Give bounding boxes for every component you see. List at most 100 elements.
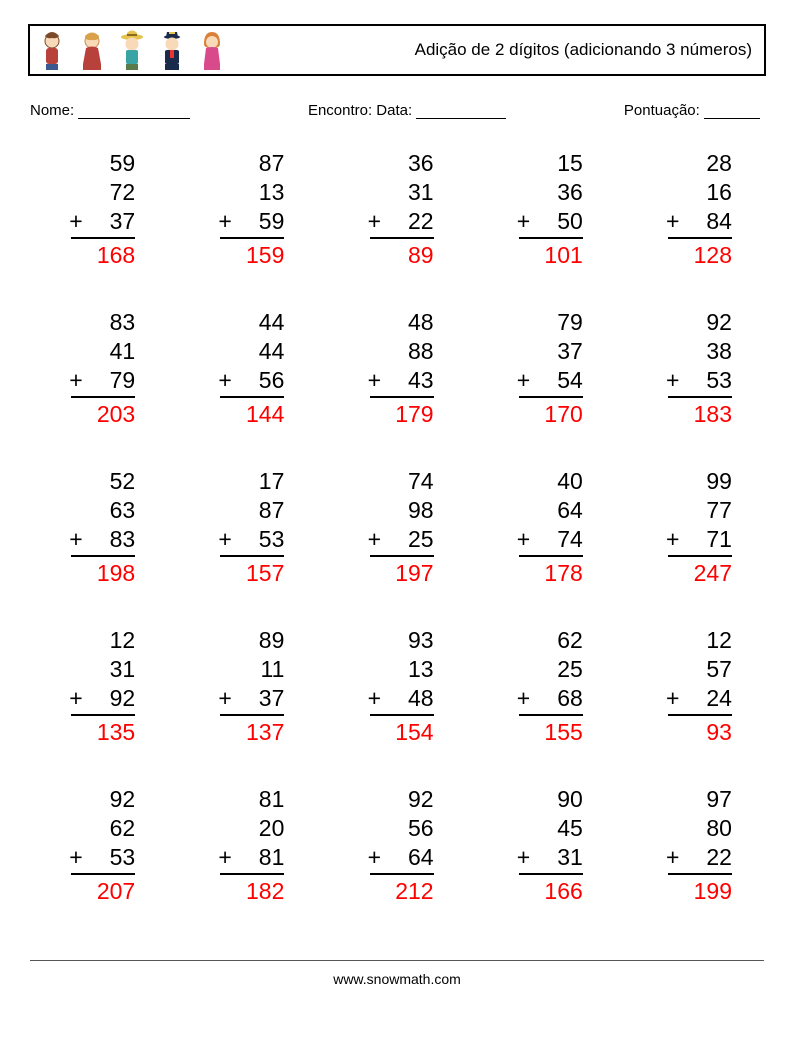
addend-3-line: +53 [668,366,732,399]
problem: 9780+22199 [631,785,760,906]
addend-3-line: +68 [519,684,583,717]
person-2-icon [76,30,108,70]
addend-1: 92 [408,785,434,814]
plus-sign: + [666,843,679,872]
addend-1: 36 [408,149,434,178]
plus-sign: + [368,207,381,236]
problem: 8911+37137 [183,626,312,747]
problem: 1257+2493 [631,626,760,747]
problem: 5263+83198 [34,467,163,588]
addend-3-line: +71 [668,525,732,558]
addend-3-line: +59 [220,207,284,240]
answer: 101 [544,239,582,270]
addend-3-line: +25 [370,525,434,558]
addend-3-line: +24 [668,684,732,717]
problem: 4888+43179 [332,308,461,429]
footer-url: www.snowmath.com [28,971,766,987]
addend-3-line: +37 [220,684,284,717]
answer: 212 [395,875,433,906]
problem: 8341+79203 [34,308,163,429]
addend-3-line: +83 [71,525,135,558]
plus-sign: + [666,525,679,554]
name-blank[interactable] [78,104,190,119]
answer: 178 [544,557,582,588]
problem: 2816+84128 [631,149,760,270]
answer: 170 [544,398,582,429]
addend-1: 74 [408,467,434,496]
answer: 182 [246,875,284,906]
answer: 137 [246,716,284,747]
addend-1: 48 [408,308,434,337]
addend-1: 44 [259,308,285,337]
addend-2: 36 [557,178,583,207]
addend-3-line: +64 [370,843,434,876]
plus-sign: + [69,843,82,872]
worksheet-title: Adição de 2 dígitos (adicionando 3 númer… [415,40,752,60]
addend-3-line: +54 [519,366,583,399]
addend-2: 87 [259,496,285,525]
plus-sign: + [517,684,530,713]
info-row: Nome: Encontro: Data: Pontuação: [28,102,766,119]
problem: 8120+81182 [183,785,312,906]
problems-grid: 5972+371688713+591593631+22891536+501012… [28,149,766,906]
addend-2: 45 [557,814,583,843]
spacer [28,906,766,960]
plus-sign: + [517,525,530,554]
date-label: Encontro: Data: [308,102,412,119]
addend-1: 40 [557,467,583,496]
score-blank[interactable] [704,104,760,119]
date-field: Encontro: Data: [308,102,506,119]
addend-1: 92 [706,308,732,337]
addend-1: 97 [706,785,732,814]
date-blank[interactable] [416,104,506,119]
addend-1: 12 [706,626,732,655]
addend-3-line: +74 [519,525,583,558]
problem: 9238+53183 [631,308,760,429]
problem: 8713+59159 [183,149,312,270]
addend-2: 56 [408,814,434,843]
plus-sign: + [368,684,381,713]
addend-2: 44 [259,337,285,366]
plus-sign: + [368,366,381,395]
addend-2: 63 [110,496,136,525]
addend-1: 28 [706,149,732,178]
addend-2: 72 [110,178,136,207]
addend-2: 25 [557,655,583,684]
addend-1: 15 [557,149,583,178]
answer: 159 [246,239,284,270]
addend-2: 64 [557,496,583,525]
addend-1: 87 [259,149,285,178]
plus-sign: + [368,525,381,554]
plus-sign: + [666,366,679,395]
addend-3-line: +43 [370,366,434,399]
person-3-icon [116,30,148,70]
problem: 1231+92135 [34,626,163,747]
addend-1: 81 [259,785,285,814]
answer: 93 [706,716,732,747]
plus-sign: + [218,684,231,713]
addend-3-line: +22 [370,207,434,240]
addend-1: 17 [259,467,285,496]
addend-2: 62 [110,814,136,843]
addend-1: 90 [557,785,583,814]
answer: 154 [395,716,433,747]
footer-rule [30,960,764,961]
problem: 9256+64212 [332,785,461,906]
problem: 4064+74178 [482,467,611,588]
addend-3-line: +37 [71,207,135,240]
addend-2: 38 [706,337,732,366]
answer: 197 [395,557,433,588]
score-field: Pontuação: [624,102,760,119]
addend-2: 77 [706,496,732,525]
addend-1: 79 [557,308,583,337]
problem: 1536+50101 [482,149,611,270]
answer: 247 [694,557,732,588]
plus-sign: + [218,843,231,872]
person-4-icon [156,30,188,70]
header-bar: Adição de 2 dígitos (adicionando 3 númer… [28,24,766,76]
addend-3-line: +53 [220,525,284,558]
answer: 135 [97,716,135,747]
addend-1: 52 [110,467,136,496]
answer: 89 [408,239,434,270]
avatar-row [36,30,228,70]
